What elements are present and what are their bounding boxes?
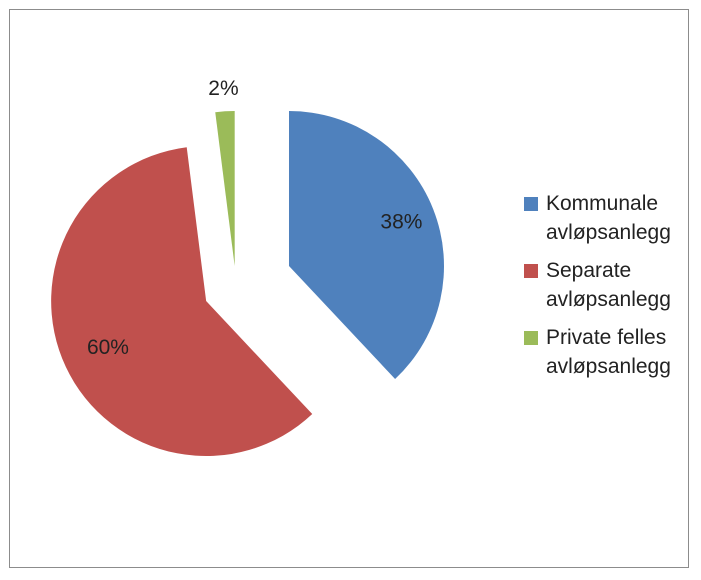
legend-label-private: Private felles avløpsanlegg: [546, 326, 671, 378]
data-label-private: 2%: [208, 77, 238, 100]
legend-item-separate: Separate avløpsanlegg: [524, 256, 694, 314]
legend-swatch-separate: [524, 264, 538, 278]
data-label-separate: 60%: [87, 336, 129, 359]
pie-slice-separate: [51, 147, 313, 457]
legend-item-private: Private felles avløpsanlegg: [524, 323, 694, 381]
legend-item-kommunale: Kommunale avløpsanlegg: [524, 189, 694, 247]
pie-slice-private: [215, 111, 235, 267]
legend-swatch-kommunale: [524, 197, 538, 211]
pie-slice-kommunale: [288, 111, 444, 380]
legend-label-separate: Separate avløpsanlegg: [546, 259, 671, 311]
data-label-kommunale: 38%: [380, 211, 422, 234]
legend-swatch-private: [524, 331, 538, 345]
legend: Kommunale avløpsanlegg Separate avløpsan…: [524, 189, 694, 390]
legend-label-kommunale: Kommunale avløpsanlegg: [546, 192, 671, 244]
